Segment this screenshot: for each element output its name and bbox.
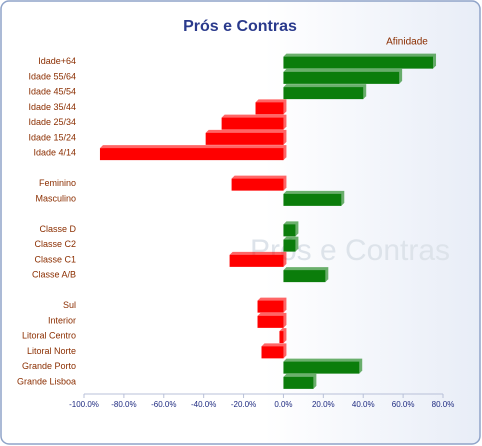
y-tick-label: Classe D	[39, 224, 76, 234]
bar	[283, 71, 400, 84]
y-tick-label: Idade 55/64	[28, 71, 76, 81]
y-tick-label: Idade 35/44	[28, 102, 76, 112]
bar	[99, 148, 284, 161]
bar	[261, 346, 284, 359]
bar	[283, 376, 314, 389]
y-tick-label: Grande Porto	[22, 361, 76, 371]
y-tick-label: Classe C2	[34, 239, 76, 249]
bar	[283, 193, 342, 206]
bar	[283, 270, 326, 283]
x-tick-label: 40.0%	[352, 400, 375, 409]
bar	[221, 117, 284, 130]
legend-label: Afinidade	[386, 37, 428, 48]
bar	[279, 331, 284, 344]
bar	[283, 224, 296, 237]
x-tick-label: 20.0%	[312, 400, 335, 409]
y-tick-label: Masculino	[35, 193, 76, 203]
x-tick-label: -60.0%	[151, 400, 176, 409]
bar	[205, 132, 284, 145]
chart-title: Prós e Contras	[183, 18, 297, 35]
y-tick-label: Idade 4/14	[33, 148, 76, 158]
y-tick-label: Idade 25/34	[28, 117, 76, 127]
x-tick-label: 60.0%	[392, 400, 415, 409]
bar	[229, 254, 284, 267]
y-tick-label: Classe A/B	[32, 270, 76, 280]
y-tick-label: Classe C1	[34, 254, 76, 264]
bar	[283, 361, 360, 374]
y-tick-label: Interior	[48, 315, 76, 325]
bar	[283, 56, 434, 69]
bar	[231, 178, 284, 191]
y-tick-label: Idade+64	[38, 56, 76, 66]
y-tick-label: Grande Lisboa	[17, 376, 76, 386]
x-tick-label: -20.0%	[231, 400, 256, 409]
y-tick-label: Litoral Norte	[27, 346, 76, 356]
x-tick-label: 0.0%	[274, 400, 292, 409]
x-tick-label: -40.0%	[191, 400, 216, 409]
bar	[283, 239, 296, 252]
bar	[255, 102, 284, 115]
x-tick-label: -80.0%	[111, 400, 136, 409]
y-tick-label: Feminino	[39, 178, 76, 188]
x-tick-label: -100.0%	[69, 400, 99, 409]
y-tick-label: Idade 45/54	[28, 87, 76, 97]
bar	[257, 300, 284, 313]
y-tick-label: Idade 15/24	[28, 132, 76, 142]
x-tick-label: 80.0%	[432, 400, 455, 409]
y-tick-label: Sul	[63, 300, 76, 310]
y-tick-label: Litoral Centro	[22, 331, 76, 341]
bar	[283, 87, 364, 100]
bar	[257, 315, 284, 328]
